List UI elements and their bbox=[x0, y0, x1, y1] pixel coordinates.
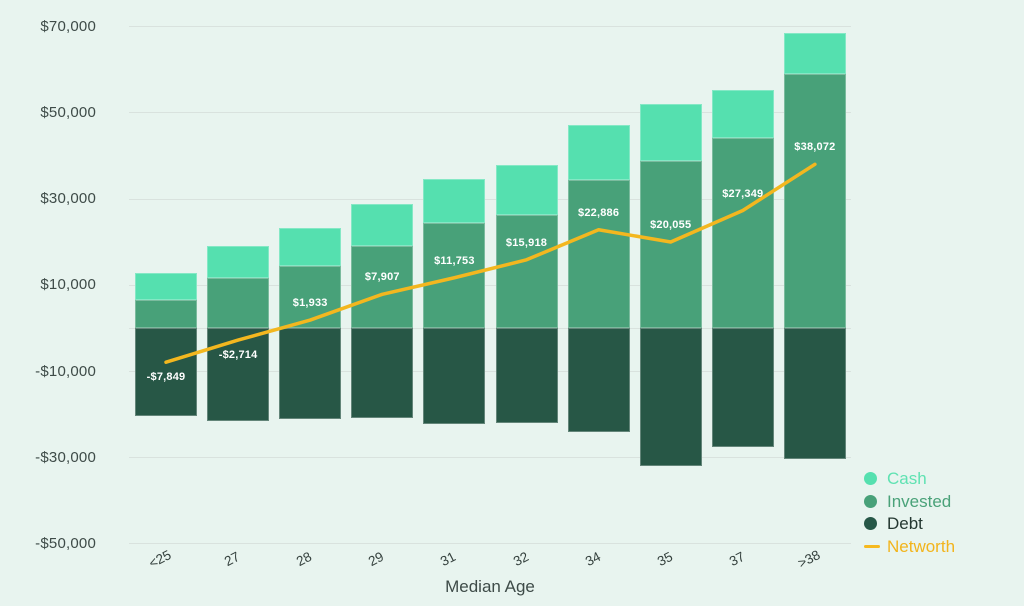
gridline bbox=[129, 112, 851, 114]
x-axis-label: 28 bbox=[294, 548, 315, 570]
bar-segment-cash[interactable] bbox=[495, 165, 558, 216]
legend-label-networth: Networth bbox=[887, 536, 956, 556]
bar-segment-invested[interactable] bbox=[423, 222, 486, 329]
bar-value-label: $27,349 bbox=[722, 187, 764, 200]
gridline bbox=[129, 457, 851, 459]
bar-segment-invested[interactable] bbox=[135, 299, 197, 329]
bar-segment-debt[interactable] bbox=[495, 328, 558, 423]
bar-segment-cash[interactable] bbox=[135, 272, 197, 300]
bar-segment-cash[interactable] bbox=[567, 124, 630, 181]
bar-segment-invested[interactable] bbox=[783, 74, 846, 329]
y-axis-label: $30,000 bbox=[40, 190, 96, 208]
bar-segment-invested[interactable] bbox=[567, 180, 630, 329]
bar-segment-debt[interactable] bbox=[783, 328, 846, 459]
bar-segment-invested[interactable] bbox=[639, 161, 702, 329]
x-axis-label: 37 bbox=[726, 548, 747, 570]
legend-label-invested: Invested bbox=[887, 491, 952, 511]
x-axis-label: 29 bbox=[366, 548, 387, 570]
y-axis-label: -$50,000 bbox=[35, 534, 96, 552]
x-axis-label: 34 bbox=[582, 548, 603, 570]
y-axis-label: $50,000 bbox=[40, 103, 96, 121]
legend-label-cash: Cash bbox=[887, 469, 927, 489]
networth-dash-icon bbox=[864, 544, 880, 548]
x-axis-label: 35 bbox=[654, 548, 675, 570]
bar-value-label: -$7,849 bbox=[146, 371, 186, 384]
bar-segment-cash[interactable] bbox=[639, 103, 702, 162]
legend-item-networth[interactable]: Networth bbox=[864, 538, 955, 556]
bar-segment-debt[interactable] bbox=[711, 328, 774, 447]
bar-segment-debt[interactable] bbox=[567, 328, 630, 432]
debt-swatch-icon bbox=[864, 517, 877, 531]
bar-value-label: $15,918 bbox=[505, 236, 548, 249]
bar-value-label: $7,907 bbox=[364, 271, 400, 284]
bar-segment-invested[interactable] bbox=[351, 246, 414, 329]
bar-segment-debt[interactable] bbox=[639, 328, 702, 466]
legend-item-cash[interactable]: Cash bbox=[864, 470, 955, 488]
bar-segment-cash[interactable] bbox=[423, 178, 486, 223]
bar-segment-invested[interactable] bbox=[207, 277, 270, 329]
invested-swatch-icon bbox=[864, 494, 877, 508]
legend-item-invested[interactable]: Invested bbox=[864, 493, 955, 511]
bar-segment-cash[interactable] bbox=[351, 203, 414, 247]
bar-segment-debt[interactable] bbox=[351, 328, 414, 419]
x-axis-title: Median Age bbox=[445, 577, 535, 596]
gridline bbox=[129, 543, 851, 545]
bar-segment-debt[interactable] bbox=[423, 328, 486, 425]
bar-segment-debt[interactable] bbox=[279, 328, 342, 419]
y-axis-label: -$10,000 bbox=[35, 362, 96, 380]
bar-value-label: $11,753 bbox=[434, 254, 475, 267]
bar-value-label: $38,072 bbox=[794, 141, 836, 154]
gridline bbox=[129, 371, 851, 372]
bar-segment-invested[interactable] bbox=[495, 215, 558, 329]
y-axis-label: $10,000 bbox=[40, 276, 96, 294]
bar-segment-cash[interactable] bbox=[207, 246, 270, 278]
bar-segment-cash[interactable] bbox=[279, 227, 342, 266]
y-axis-label: $70,000 bbox=[40, 17, 96, 35]
cash-swatch-icon bbox=[864, 472, 877, 486]
bar-value-label: $20,055 bbox=[650, 218, 692, 231]
legend-label-debt: Debt bbox=[887, 514, 923, 534]
x-axis-label: 27 bbox=[221, 548, 243, 570]
gridline bbox=[129, 26, 851, 28]
bar-value-label: $1,933 bbox=[292, 297, 328, 310]
bar-segment-cash[interactable] bbox=[783, 33, 846, 75]
y-axis-label: -$30,000 bbox=[35, 448, 96, 466]
x-axis-label: >38 bbox=[795, 547, 823, 571]
bar-value-label: -$2,714 bbox=[218, 349, 258, 362]
bar-value-label: $22,886 bbox=[578, 206, 620, 219]
legend-item-debt[interactable]: Debt bbox=[864, 515, 955, 533]
bar-segment-cash[interactable] bbox=[711, 90, 774, 138]
bar-segment-invested[interactable] bbox=[711, 137, 774, 329]
bar-segment-debt[interactable] bbox=[207, 328, 270, 422]
legend: Cash Invested Debt Networth bbox=[864, 470, 955, 555]
x-axis-label: 31 bbox=[438, 548, 459, 570]
x-axis-label: 32 bbox=[510, 548, 531, 570]
x-axis-label: <25 bbox=[146, 547, 174, 571]
